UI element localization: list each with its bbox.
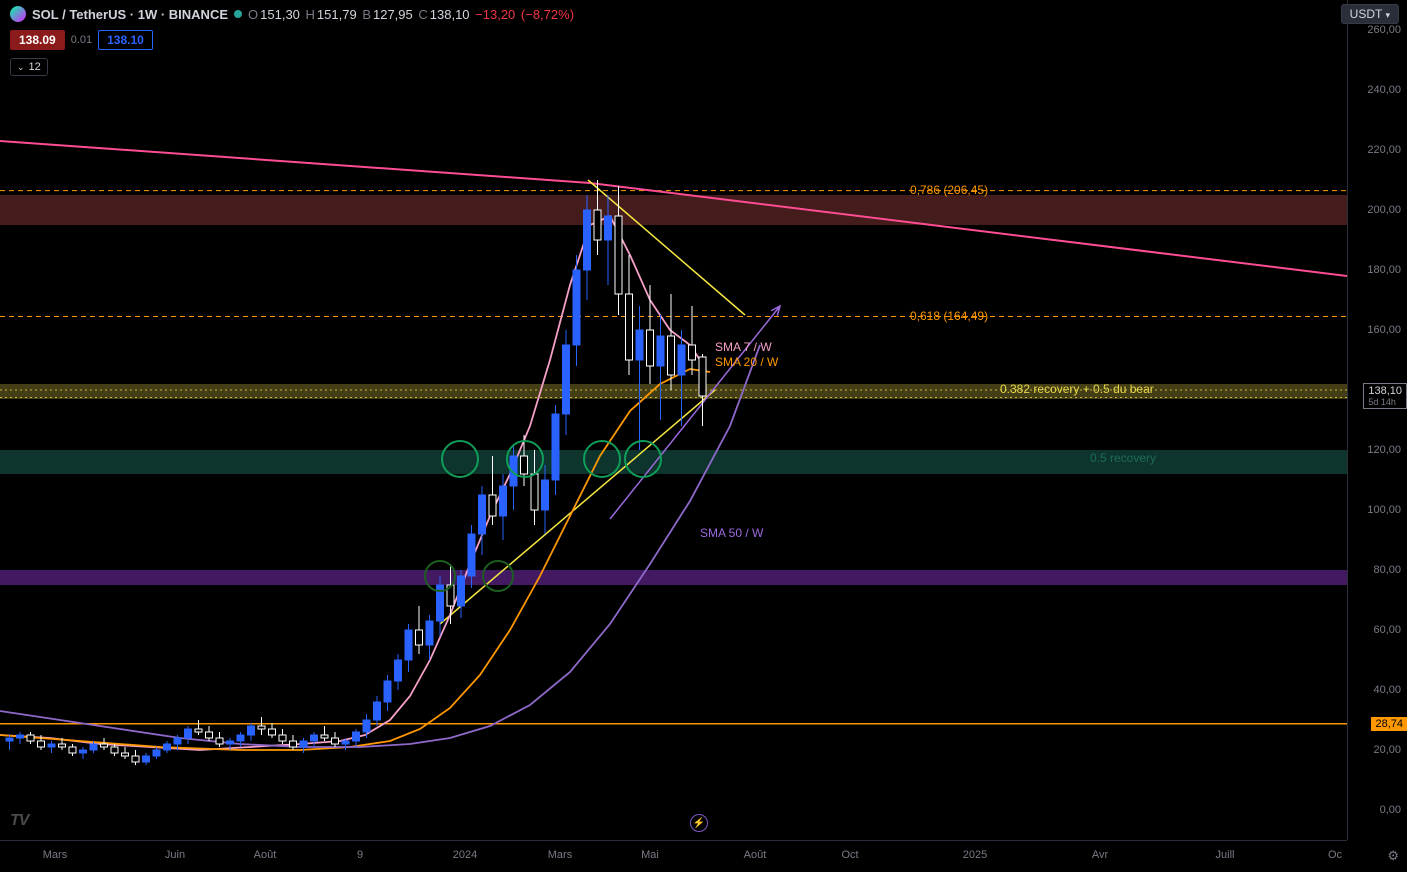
time-axis[interactable]: Mars Juin Août 9 2024 Mars Mai Août Oct 2025 Avr Ju… xyxy=(0,840,1347,872)
y-tick: 20,00 xyxy=(1373,744,1401,756)
x-tick: Août xyxy=(744,849,767,861)
symbol-icon xyxy=(10,6,26,22)
y-tick: 240,00 xyxy=(1367,84,1401,96)
x-tick: 2025 xyxy=(963,849,987,861)
x-tick: Oc xyxy=(1328,849,1342,861)
chart-svg xyxy=(0,0,1347,840)
y-tick: 200,00 xyxy=(1367,204,1401,216)
market-status-dot xyxy=(234,10,242,18)
chart-header: SOL / TetherUS · 1W · BINANCE O151,30 H1… xyxy=(0,0,1407,28)
replay-icon[interactable]: ⚡ xyxy=(690,814,708,832)
x-tick: Avr xyxy=(1092,849,1108,861)
x-tick: Juin xyxy=(165,849,185,861)
x-tick: 2024 xyxy=(453,849,477,861)
x-tick: Mars xyxy=(548,849,572,861)
y-tick: 0,00 xyxy=(1380,804,1401,816)
x-tick: Juill xyxy=(1216,849,1235,861)
y-tick: 180,00 xyxy=(1367,264,1401,276)
y-tick: 160,00 xyxy=(1367,324,1401,336)
symbol-title[interactable]: SOL / TetherUS · 1W · BINANCE xyxy=(32,7,228,22)
y-tick: 120,00 xyxy=(1367,444,1401,456)
price-label: 138,105d 14h xyxy=(1363,383,1407,409)
x-tick: 9 xyxy=(357,849,363,861)
axis-settings-icon[interactable]: ⚙ xyxy=(1387,848,1399,864)
price-label: 28,74 xyxy=(1371,717,1407,731)
x-tick: Oct xyxy=(841,849,858,861)
y-tick: 80,00 xyxy=(1373,564,1401,576)
price-axis[interactable]: 0,0020,0040,0060,0080,00100,00120,00140,… xyxy=(1347,0,1407,840)
y-tick: 40,00 xyxy=(1373,684,1401,696)
y-tick: 60,00 xyxy=(1373,624,1401,636)
y-tick: 220,00 xyxy=(1367,144,1401,156)
chart-area[interactable]: SMA 7 / WSMA 20 / WSMA 50 / W0.382 recov… xyxy=(0,0,1347,840)
tradingview-logo: TV xyxy=(10,812,28,830)
x-tick: Mai xyxy=(641,849,659,861)
ohlc-readout: O151,30 H151,79 B127,95 C138,10 −13,20 (… xyxy=(248,7,576,22)
x-tick: Août xyxy=(254,849,277,861)
y-tick: 100,00 xyxy=(1367,504,1401,516)
x-tick: Mars xyxy=(43,849,67,861)
